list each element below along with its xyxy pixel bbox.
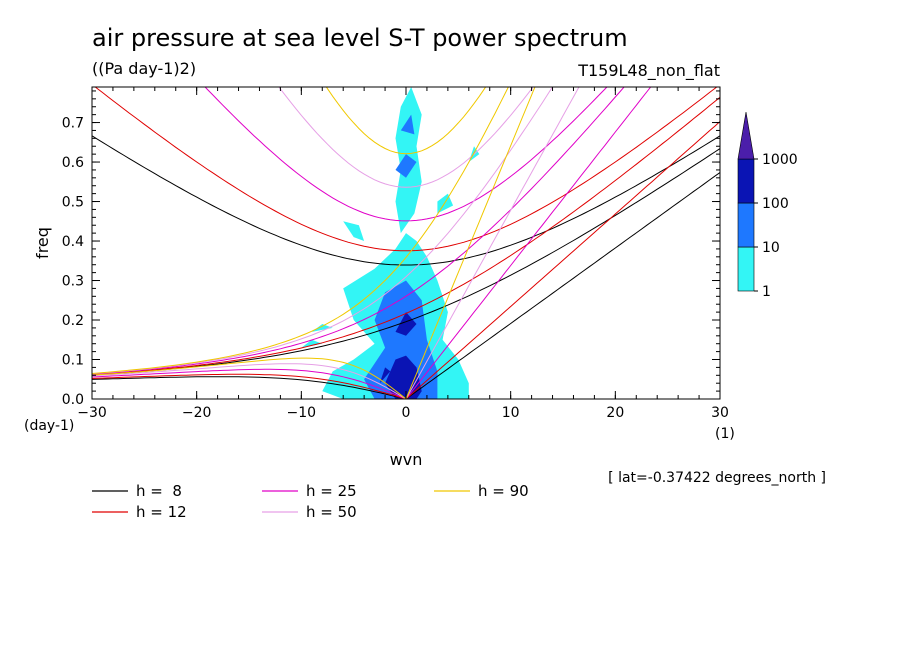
y-tick-label: 0.0 — [62, 392, 84, 408]
x-tick-label: −30 — [77, 405, 107, 421]
power-region-2 — [343, 221, 365, 241]
x-unit-label: (1) — [715, 426, 735, 442]
x-tick-label: −20 — [182, 405, 212, 421]
colorbar-band — [737, 202, 755, 248]
colorbar-label: 1000 — [762, 152, 798, 168]
legend-label-h25: h = 25 — [306, 482, 357, 500]
dispersion-curve-h25 — [92, 87, 652, 399]
colorbar-extend-triangle — [737, 111, 755, 160]
colorbar-band — [737, 246, 755, 292]
y-axis-label: freq — [33, 227, 52, 259]
dispersion-curve-h12 — [92, 87, 720, 399]
y-tick-label: 0.5 — [62, 195, 84, 211]
chart-title: air pressure at sea level S-T power spec… — [92, 24, 628, 52]
x-tick-label: 20 — [606, 405, 624, 421]
chart-units: ((Pa day-1)2) — [92, 59, 196, 78]
power-region-8 — [395, 154, 417, 178]
colorbar-band — [737, 158, 755, 204]
power-region-11 — [395, 312, 417, 336]
colorbar: 1 10 100 1000 — [737, 111, 798, 300]
x-tick-label: −10 — [287, 405, 317, 421]
legend-label-h8: h = 8 — [136, 482, 182, 500]
power-regions — [301, 87, 480, 399]
dispersion-curves — [92, 87, 720, 399]
x-axis-label: wvn — [390, 450, 423, 469]
dispersion-curve-h8 — [92, 135, 720, 399]
legend-label-h12: h = 12 — [136, 503, 187, 521]
y-unit-label: (day-1) — [24, 418, 74, 434]
experiment-label: T159L48_non_flat — [577, 61, 720, 81]
y-tick-label: 0.3 — [62, 274, 84, 290]
latitude-note: [ lat=-0.37422 degrees_north ] — [608, 470, 826, 486]
colorbar-label: 1 — [762, 284, 771, 300]
power-region-5 — [301, 339, 323, 348]
x-tick-label: 0 — [402, 405, 411, 421]
y-tick-label: 0.6 — [62, 155, 84, 171]
y-tick-label: 0.2 — [62, 313, 84, 329]
y-tick-label: 0.1 — [62, 353, 84, 369]
x-tick-label: 10 — [502, 405, 520, 421]
x-tick-label: 30 — [711, 405, 729, 421]
legend-label-h90: h = 90 — [478, 482, 529, 500]
dispersion-curve-h90 — [92, 87, 536, 399]
dispersion-curve-h50 — [92, 87, 580, 399]
colorbar-label: 10 — [762, 240, 780, 256]
power-region-12 — [379, 367, 391, 384]
legend-label-h50: h = 50 — [306, 503, 357, 521]
y-tick-label: 0.4 — [62, 234, 84, 250]
y-tick-label: 0.7 — [62, 116, 84, 132]
power-region-9 — [400, 114, 415, 135]
power-region-3 — [311, 324, 333, 332]
legend: h = 8 h = 12 h = 25 h = 50 h = 90 — [92, 482, 529, 521]
colorbar-label: 100 — [762, 196, 789, 212]
